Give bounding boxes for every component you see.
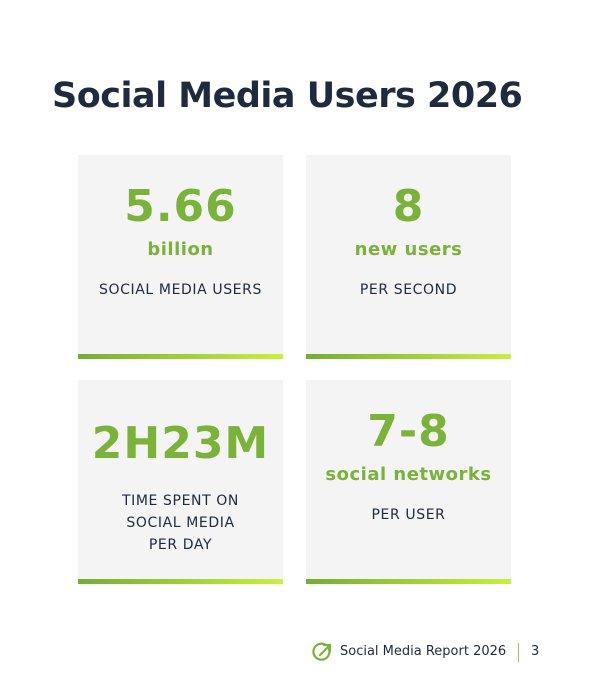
stat-unit: social networks <box>325 464 492 485</box>
label-line: PER SECOND <box>359 282 458 298</box>
stat-label: PER SECOND <box>360 279 457 301</box>
page-number: 3 <box>531 644 540 659</box>
divider <box>518 643 519 662</box>
stat-label: TIME SPENT ON SOCIAL MEDIA PER DAY <box>122 490 239 556</box>
stat-value: 8 <box>392 181 425 232</box>
footer-icon <box>312 642 332 661</box>
stat-label: SOCIAL MEDIA USERS <box>99 279 262 301</box>
label-line: PER DAY <box>148 537 213 553</box>
stat-card: 5.66 billion SOCIAL MEDIA USERS <box>78 155 283 359</box>
footer-text: Social Media Report 2026 <box>340 644 507 659</box>
stat-value: 7-8 <box>367 406 450 457</box>
stat-label: PER USER <box>372 504 446 526</box>
title: Social Media Users 2026 <box>52 76 523 116</box>
label-line: TIME SPENT ON <box>122 493 239 509</box>
label-line: SOCIAL MEDIA <box>126 515 235 531</box>
stat-unit: new users <box>354 239 463 260</box>
label-line: SOCIAL MEDIA USERS <box>99 282 262 298</box>
stat-card: 7-8 social networks PER USER <box>306 380 511 584</box>
stat-value: 5.66 <box>124 181 237 232</box>
stat-card: 2H23M TIME SPENT ON SOCIAL MEDIA PER DAY <box>78 380 283 584</box>
stat-card: 8 new users PER SECOND <box>306 155 511 359</box>
stat-value: 2H23M <box>91 418 270 469</box>
stat-unit: billion <box>147 239 214 260</box>
label-line: PER USER <box>371 507 446 523</box>
